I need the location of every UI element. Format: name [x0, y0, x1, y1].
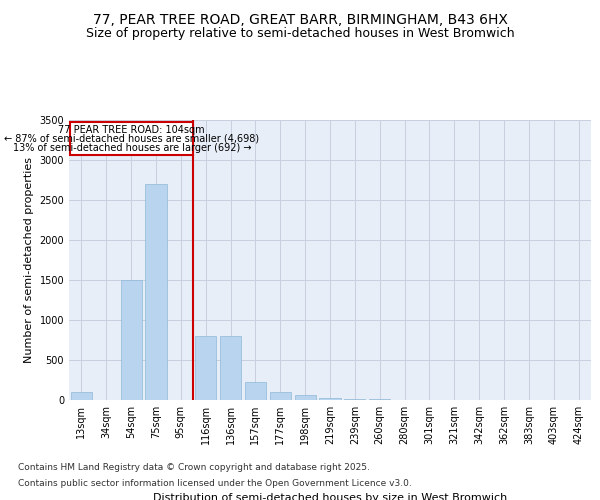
Bar — [245, 382, 266, 400]
Y-axis label: Number of semi-detached properties: Number of semi-detached properties — [24, 157, 34, 363]
Text: 77 PEAR TREE ROAD: 104sqm: 77 PEAR TREE ROAD: 104sqm — [58, 124, 205, 134]
X-axis label: Distribution of semi-detached houses by size in West Bromwich: Distribution of semi-detached houses by … — [153, 493, 507, 500]
Text: Contains HM Land Registry data © Crown copyright and database right 2025.: Contains HM Land Registry data © Crown c… — [18, 464, 370, 472]
Bar — [220, 336, 241, 400]
Bar — [295, 395, 316, 400]
Bar — [71, 392, 92, 400]
Text: ← 87% of semi-detached houses are smaller (4,698): ← 87% of semi-detached houses are smalle… — [4, 133, 259, 143]
Bar — [344, 399, 365, 400]
Bar — [319, 398, 341, 400]
Bar — [70, 122, 193, 155]
Text: Size of property relative to semi-detached houses in West Bromwich: Size of property relative to semi-detach… — [86, 28, 514, 40]
Bar — [145, 184, 167, 400]
Bar — [195, 336, 216, 400]
Text: 77, PEAR TREE ROAD, GREAT BARR, BIRMINGHAM, B43 6HX: 77, PEAR TREE ROAD, GREAT BARR, BIRMINGH… — [92, 12, 508, 26]
Text: Contains public sector information licensed under the Open Government Licence v3: Contains public sector information licen… — [18, 478, 412, 488]
Bar — [121, 280, 142, 400]
Text: 13% of semi-detached houses are larger (692) →: 13% of semi-detached houses are larger (… — [13, 142, 251, 152]
Bar — [270, 392, 291, 400]
